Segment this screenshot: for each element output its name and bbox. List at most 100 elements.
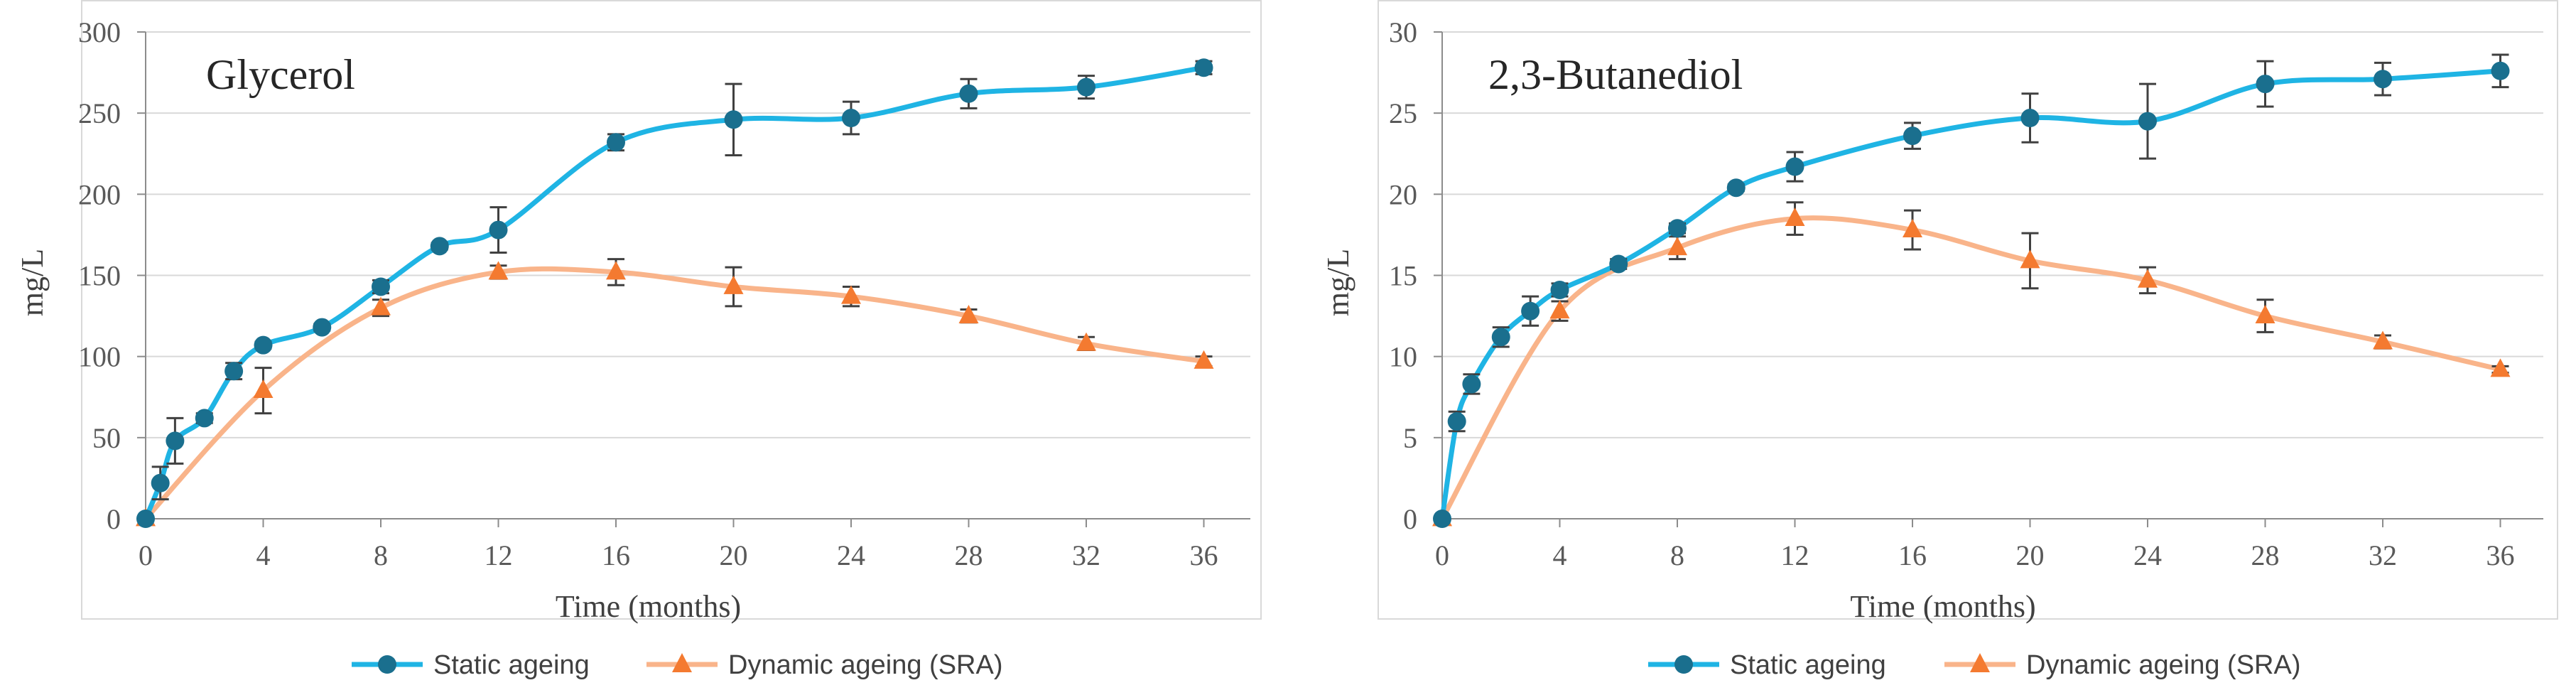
- data-point: [607, 133, 625, 152]
- x-tick-label: 16: [1898, 539, 1927, 571]
- legend-marker: [1970, 653, 1990, 672]
- y-tick-label: 200: [78, 178, 121, 210]
- legend-label: Dynamic ageing (SRA): [728, 650, 1002, 680]
- series-static-ageing: [136, 58, 1213, 528]
- data-point: [958, 304, 979, 323]
- series-static-ageing: [1433, 53, 2510, 528]
- x-axis-title: Time (months): [556, 589, 741, 624]
- y-tick-label: 0: [1403, 503, 1417, 535]
- x-tick-label: 8: [1670, 539, 1684, 571]
- legend-marker: [1674, 655, 1693, 674]
- x-tick-label: 24: [2133, 539, 2162, 571]
- data-point: [2255, 304, 2275, 323]
- y-tick-label: 10: [1389, 341, 1417, 373]
- data-point: [1076, 332, 1096, 351]
- x-tick-label: 12: [485, 539, 513, 571]
- data-point: [841, 285, 861, 304]
- x-tick-label: 12: [1781, 539, 1809, 571]
- legend-label: Static ageing: [433, 650, 590, 680]
- data-point: [1726, 178, 1746, 198]
- panel-title: Glycerol: [206, 51, 355, 98]
- data-point: [1667, 237, 1687, 256]
- data-point: [488, 261, 509, 280]
- y-tick-label: 30: [1389, 16, 1417, 48]
- series-dynamic-ageing: [136, 258, 1214, 527]
- data-point: [195, 409, 214, 428]
- data-point: [1785, 207, 1805, 226]
- data-point: [151, 473, 170, 492]
- y-tick-label: 50: [92, 422, 121, 454]
- data-point: [1549, 300, 1570, 319]
- x-tick-label: 28: [2251, 539, 2280, 571]
- data-point: [1447, 412, 1466, 431]
- data-point: [606, 261, 626, 280]
- data-point: [224, 362, 244, 381]
- x-tick-label: 20: [720, 539, 748, 571]
- data-point: [2020, 249, 2040, 269]
- data-point: [1903, 126, 1922, 146]
- data-point: [724, 110, 743, 129]
- data-point: [253, 379, 274, 399]
- y-axis-title: mg/L: [1321, 249, 1355, 316]
- x-tick-label: 36: [2486, 539, 2515, 571]
- legend: Static ageing Dynamic ageing (SRA): [1648, 650, 2300, 680]
- x-tick-label: 28: [955, 539, 983, 571]
- x-tick-label: 4: [1553, 539, 1567, 571]
- y-tick-label: 300: [78, 16, 121, 48]
- y-tick-label: 250: [78, 97, 121, 129]
- y-tick-label: 20: [1389, 178, 1417, 210]
- x-tick-label: 36: [1190, 539, 1218, 571]
- x-tick-label: 32: [1072, 539, 1100, 571]
- data-point: [166, 431, 185, 451]
- data-point: [254, 335, 273, 355]
- data-point: [1785, 157, 1804, 176]
- data-point: [2490, 358, 2511, 377]
- data-point: [489, 220, 508, 239]
- chart-frame: [81, 0, 1262, 620]
- x-tick-label: 0: [1435, 539, 1449, 571]
- panel-title: 2,3-Butanediol: [1488, 51, 1743, 98]
- data-point: [1609, 254, 1628, 274]
- y-axis-title: mg/L: [15, 249, 50, 316]
- data-point: [2374, 70, 2392, 89]
- data-point: [371, 296, 391, 316]
- series-line: [1439, 68, 2503, 522]
- data-point: [842, 109, 860, 128]
- y-tick-label: 5: [1403, 422, 1417, 454]
- series-line: [143, 65, 1206, 522]
- x-axis-title: Time (months): [1850, 589, 2035, 624]
- data-point: [1433, 510, 1451, 528]
- legend-label: Static ageing: [1730, 650, 1886, 680]
- data-point: [1903, 218, 1922, 237]
- chart-frame: [1378, 0, 2558, 620]
- x-tick-label: 0: [139, 539, 153, 571]
- data-point: [2138, 112, 2157, 131]
- legend-label: Dynamic ageing (SRA): [2026, 650, 2300, 680]
- data-point: [723, 275, 744, 294]
- y-tick-label: 15: [1389, 260, 1417, 292]
- data-point: [2256, 75, 2275, 94]
- x-tick-label: 32: [2369, 539, 2397, 571]
- data-point: [959, 84, 978, 103]
- legend-marker: [378, 655, 396, 674]
- series-line: [143, 266, 1206, 522]
- data-point: [1668, 219, 1687, 238]
- data-point: [1462, 375, 1481, 394]
- data-point: [2020, 109, 2040, 128]
- data-point: [1077, 77, 1095, 97]
- x-tick-label: 20: [2016, 539, 2045, 571]
- legend-marker: [672, 653, 692, 672]
- data-point: [430, 237, 449, 256]
- y-tick-label: 150: [78, 260, 121, 292]
- data-point: [1521, 301, 1540, 320]
- data-point: [1194, 350, 1214, 369]
- y-tick-label: 0: [107, 503, 121, 535]
- y-tick-label: 100: [78, 341, 121, 373]
- data-point: [1491, 328, 1510, 347]
- chart-panel-1: 0 50 100 150 200 250 300 0 4 8 12 16 20 24 28 32 36 Time …: [15, 0, 1262, 680]
- x-tick-label: 24: [837, 539, 865, 571]
- data-point: [1550, 281, 1569, 300]
- data-point: [136, 510, 155, 528]
- x-tick-label: 8: [374, 539, 388, 571]
